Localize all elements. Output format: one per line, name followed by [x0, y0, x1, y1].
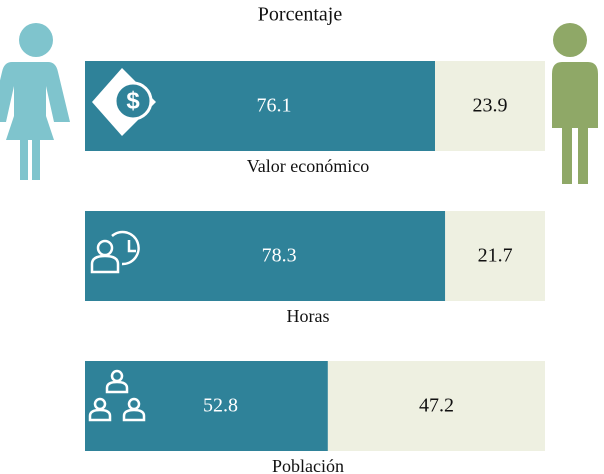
chart-subtitle: Porcentaje [258, 4, 343, 26]
bar-segment [85, 361, 328, 451]
hours-icon [90, 230, 140, 274]
man-icon [552, 23, 598, 184]
svg-text:$: $ [126, 87, 140, 114]
bar-segment [327, 361, 545, 451]
money-icon: $ [92, 68, 156, 136]
value-label: 47.2 [419, 395, 454, 417]
woman-icon [0, 23, 70, 180]
bar-segment [445, 211, 545, 301]
value-label: 76.1 [257, 95, 292, 117]
value-label: 21.7 [478, 245, 513, 267]
category-label: Horas [287, 306, 330, 326]
value-label: 52.8 [203, 395, 238, 417]
value-label: 23.9 [473, 95, 508, 117]
value-label: 78.3 [262, 245, 297, 267]
bar-segment [435, 61, 545, 151]
category-label: Valor económico [247, 156, 369, 176]
category-label: Población [272, 456, 344, 474]
population-icon [88, 369, 146, 422]
bar-segment [85, 211, 446, 301]
